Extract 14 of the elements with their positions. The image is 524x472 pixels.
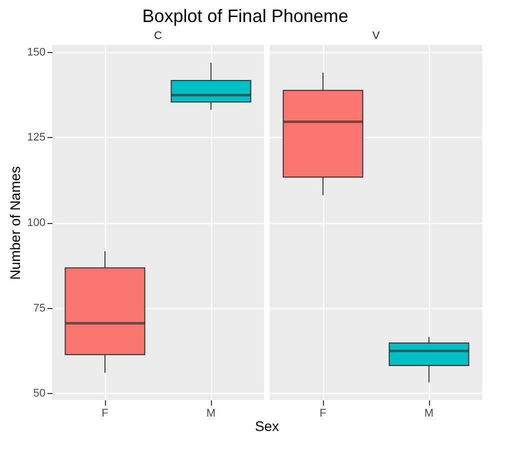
x-tick-label: M bbox=[206, 408, 216, 420]
x-tick-label: F bbox=[102, 408, 109, 420]
x-tick-label: F bbox=[320, 408, 327, 420]
chart-subtitle: V bbox=[372, 30, 380, 42]
chart-subtitle: C bbox=[154, 30, 162, 42]
x-axis-title: Sex bbox=[254, 418, 280, 434]
y-axis-title: Number of Names bbox=[7, 166, 24, 280]
y-tick-label: 50 bbox=[33, 388, 46, 400]
y-tick-label: 150 bbox=[27, 46, 46, 58]
y-tick-label: 100 bbox=[27, 217, 46, 229]
y-tick-label: 75 bbox=[33, 302, 46, 314]
x-tick-label: M bbox=[424, 408, 434, 420]
y-tick-label: 125 bbox=[27, 132, 46, 144]
chart-title: Boxplot of Final Phoneme bbox=[142, 6, 348, 26]
